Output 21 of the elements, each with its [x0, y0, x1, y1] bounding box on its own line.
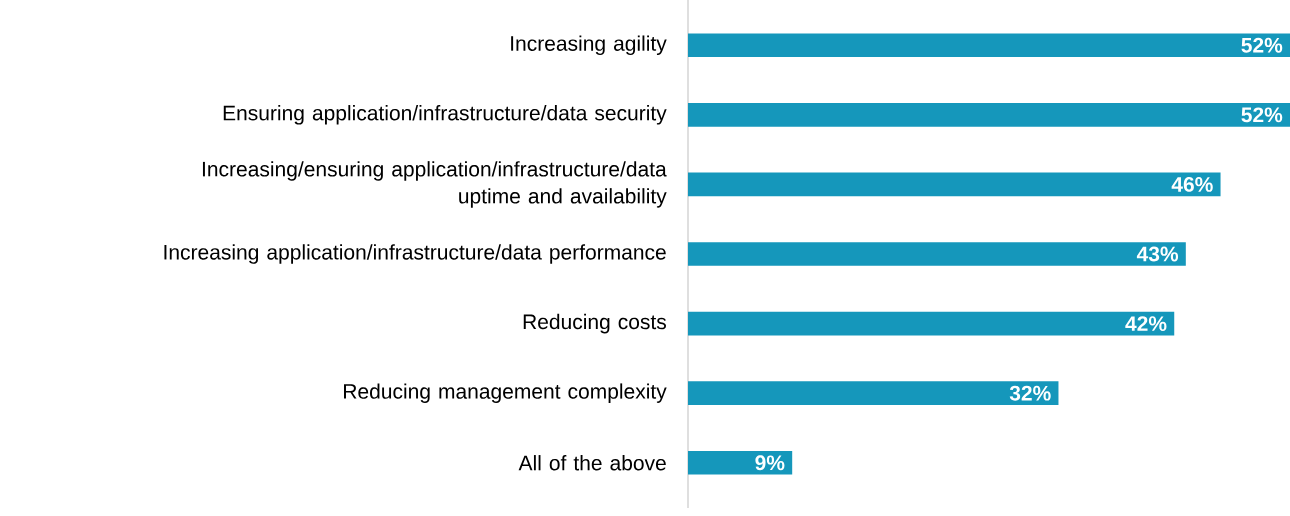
bar: [688, 311, 1175, 336]
y-tick-label: Increasing agility: [511, 35, 667, 56]
data-label: 32%: [1009, 385, 1051, 401]
y-tick-label: Reducing costs: [523, 313, 666, 334]
y-tick-label: Reducing management complexity: [344, 383, 667, 403]
y-tick-label: Increasing application/infrastructure/data performance: [164, 244, 666, 264]
bar: [688, 242, 1186, 266]
bar: [688, 103, 1290, 127]
bar: [688, 450, 793, 475]
data-label: 43%: [1136, 246, 1179, 262]
bar: [688, 381, 1059, 406]
y-tick-label: Increasing/ensuring application/infrastructure/data uptime and availability: [202, 161, 667, 208]
data-label: 46%: [1171, 176, 1213, 192]
bar: [688, 33, 1290, 58]
y-tick-label: Ensuring application/infrastructure/data security: [223, 105, 667, 125]
data-label: 9%: [755, 455, 785, 471]
bar: [688, 172, 1221, 197]
data-label: 52%: [1241, 37, 1283, 53]
data-label: 42%: [1125, 316, 1167, 332]
y-tick-label: All of the above: [518, 455, 666, 471]
data-label: 52%: [1241, 107, 1283, 123]
